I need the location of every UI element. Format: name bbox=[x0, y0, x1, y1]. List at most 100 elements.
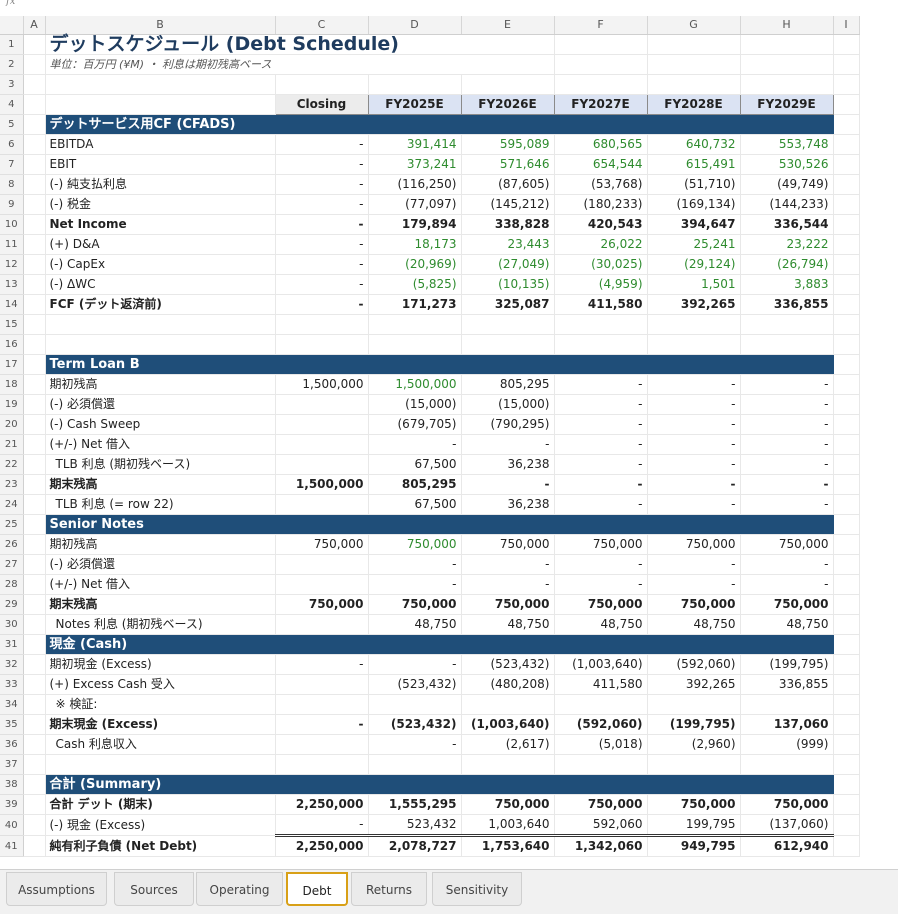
value-cell[interactable] bbox=[368, 694, 462, 715]
value-cell[interactable]: 612,940 bbox=[740, 834, 834, 857]
value-cell[interactable]: (27,049) bbox=[461, 254, 555, 275]
value-cell[interactable]: (49,749) bbox=[740, 174, 834, 195]
row-number[interactable]: 6 bbox=[0, 134, 24, 155]
value-cell[interactable]: - bbox=[554, 554, 648, 575]
fy2026e-column-header[interactable]: FY2026E bbox=[460, 94, 555, 115]
section-title[interactable]: Term Loan B bbox=[45, 354, 834, 375]
cell[interactable] bbox=[740, 34, 834, 55]
row-label[interactable]: (-) Cash Sweep bbox=[45, 414, 276, 435]
value-cell[interactable]: (480,208) bbox=[461, 674, 555, 695]
cell[interactable] bbox=[647, 74, 741, 95]
row-number[interactable]: 1 bbox=[0, 34, 24, 55]
value-cell[interactable]: - bbox=[554, 494, 648, 515]
cell[interactable] bbox=[23, 754, 46, 775]
value-cell[interactable]: 2,250,000 bbox=[275, 794, 369, 815]
row-number[interactable]: 40 bbox=[0, 814, 24, 836]
value-cell[interactable]: (2,960) bbox=[647, 734, 741, 755]
value-cell[interactable]: 750,000 bbox=[647, 534, 741, 555]
cell[interactable] bbox=[23, 254, 46, 275]
row-label[interactable]: 合計 デット (期末) bbox=[45, 794, 276, 815]
cell[interactable] bbox=[23, 194, 46, 215]
value-cell[interactable]: 1,555,295 bbox=[368, 794, 462, 815]
cell[interactable] bbox=[23, 114, 46, 135]
column-header-f[interactable]: F bbox=[554, 16, 648, 35]
row-number[interactable]: 35 bbox=[0, 714, 24, 735]
value-cell[interactable]: 750,000 bbox=[647, 594, 741, 615]
value-cell[interactable]: 336,544 bbox=[740, 214, 834, 235]
value-cell[interactable]: 750,000 bbox=[647, 794, 741, 815]
value-cell[interactable]: - bbox=[461, 574, 555, 595]
value-cell[interactable] bbox=[461, 314, 555, 335]
cell[interactable] bbox=[833, 774, 860, 795]
value-cell[interactable]: 67,500 bbox=[368, 454, 462, 475]
value-cell[interactable]: 750,000 bbox=[554, 594, 648, 615]
value-cell[interactable]: 615,491 bbox=[647, 154, 741, 175]
value-cell[interactable]: (679,705) bbox=[368, 414, 462, 435]
value-cell[interactable]: 750,000 bbox=[275, 534, 369, 555]
row-label[interactable] bbox=[45, 314, 276, 335]
value-cell[interactable]: 336,855 bbox=[740, 674, 834, 695]
value-cell[interactable]: 530,526 bbox=[740, 154, 834, 175]
value-cell[interactable]: - bbox=[647, 374, 741, 395]
value-cell[interactable]: 392,265 bbox=[647, 294, 741, 315]
value-cell[interactable]: - bbox=[647, 394, 741, 415]
value-cell[interactable] bbox=[740, 334, 834, 355]
value-cell[interactable] bbox=[461, 754, 555, 775]
value-cell[interactable]: (592,060) bbox=[647, 654, 741, 675]
value-cell[interactable]: (137,060) bbox=[740, 814, 834, 836]
value-cell[interactable] bbox=[554, 334, 648, 355]
value-cell[interactable] bbox=[275, 674, 369, 695]
value-cell[interactable]: (20,969) bbox=[368, 254, 462, 275]
cell[interactable] bbox=[833, 694, 860, 715]
row-label[interactable]: Cash 利息収入 bbox=[45, 734, 276, 755]
cell[interactable] bbox=[833, 835, 860, 857]
cell[interactable] bbox=[833, 714, 860, 735]
value-cell[interactable]: (199,795) bbox=[740, 654, 834, 675]
section-title[interactable]: 現金 (Cash) bbox=[45, 634, 834, 655]
cell[interactable] bbox=[23, 374, 46, 395]
value-cell[interactable]: 1,003,640 bbox=[461, 814, 555, 836]
value-cell[interactable]: - bbox=[740, 374, 834, 395]
row-label[interactable]: 期末現金 (Excess) bbox=[45, 714, 276, 735]
value-cell[interactable]: 338,828 bbox=[461, 214, 555, 235]
row-number[interactable]: 18 bbox=[0, 374, 24, 395]
value-cell[interactable] bbox=[740, 754, 834, 775]
value-cell[interactable] bbox=[275, 314, 369, 335]
value-cell[interactable]: - bbox=[740, 474, 834, 495]
select-all-corner[interactable] bbox=[0, 16, 24, 35]
value-cell[interactable]: - bbox=[368, 574, 462, 595]
value-cell[interactable]: (10,135) bbox=[461, 274, 555, 295]
row-number[interactable]: 7 bbox=[0, 154, 24, 175]
row-number[interactable]: 29 bbox=[0, 594, 24, 615]
value-cell[interactable]: (169,134) bbox=[647, 194, 741, 215]
row-number[interactable]: 24 bbox=[0, 494, 24, 515]
value-cell[interactable]: 336,855 bbox=[740, 294, 834, 315]
value-cell[interactable] bbox=[740, 314, 834, 335]
row-label[interactable]: 期末残高 bbox=[45, 474, 276, 495]
cell[interactable] bbox=[23, 514, 46, 535]
cell[interactable] bbox=[23, 774, 46, 795]
row-label[interactable] bbox=[45, 334, 276, 355]
row-label[interactable]: 期初残高 bbox=[45, 374, 276, 395]
value-cell[interactable]: 750,000 bbox=[368, 594, 462, 615]
cell[interactable] bbox=[833, 454, 860, 475]
value-cell[interactable]: - bbox=[461, 554, 555, 575]
row-number[interactable]: 26 bbox=[0, 534, 24, 555]
row-label[interactable]: FCF (デット返済前) bbox=[45, 294, 276, 315]
value-cell[interactable]: (5,018) bbox=[554, 734, 648, 755]
row-label[interactable]: 期末残高 bbox=[45, 594, 276, 615]
value-cell[interactable]: - bbox=[275, 254, 369, 275]
row-number[interactable]: 37 bbox=[0, 754, 24, 775]
row-number[interactable]: 2 bbox=[0, 54, 24, 75]
value-cell[interactable]: (523,432) bbox=[368, 674, 462, 695]
value-cell[interactable]: - bbox=[368, 554, 462, 575]
cell[interactable] bbox=[833, 634, 860, 655]
cell[interactable] bbox=[554, 34, 648, 55]
cell[interactable] bbox=[833, 314, 860, 335]
value-cell[interactable]: 750,000 bbox=[275, 594, 369, 615]
value-cell[interactable]: - bbox=[740, 414, 834, 435]
cell[interactable] bbox=[833, 434, 860, 455]
value-cell[interactable]: (26,794) bbox=[740, 254, 834, 275]
value-cell[interactable]: - bbox=[461, 434, 555, 455]
cell[interactable] bbox=[23, 594, 46, 615]
